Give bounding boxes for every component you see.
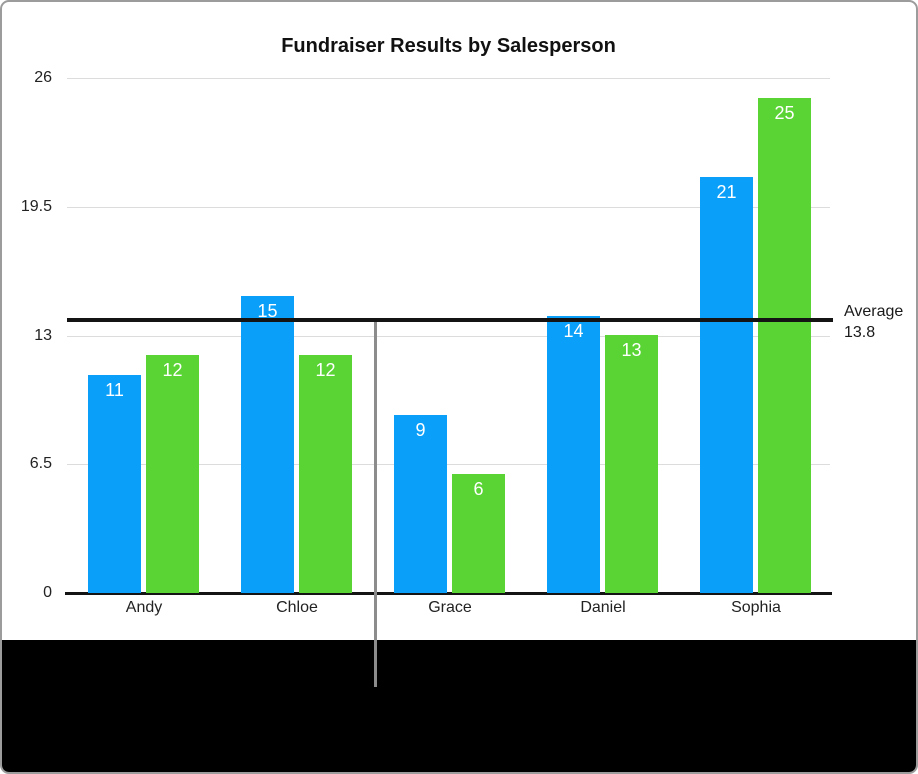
bar-value-label: 12 [315,360,336,380]
y-axis-tick-label: 0 [43,584,52,601]
y-axis-tick-label: 26 [34,69,52,86]
bar-green-daniel: 13 [605,335,658,593]
x-axis-label: Sophia [731,599,781,616]
average-annotation-title: Average [844,303,904,320]
bar-value-label: 25 [774,103,795,123]
bar-value-label: 14 [563,321,584,341]
callout-line [374,322,377,687]
gridline [67,464,830,465]
x-axis-label: Chloe [276,599,318,616]
bar-value-label: 9 [415,420,426,440]
bar-value-label: 11 [105,380,124,400]
x-axis-label: Grace [428,599,472,616]
x-axis-line [65,592,832,595]
bar-green-chloe: 12 [299,355,352,593]
average-line [67,318,833,322]
bar-green-andy: 12 [146,355,199,593]
bar-green-grace: 6 [452,474,505,593]
bar-green-sophia: 25 [758,98,811,593]
y-axis-tick-label: 13 [34,327,52,344]
x-axis-label: Daniel [580,599,626,616]
bar-value-label: 12 [162,360,183,380]
average-annotation: Average 13.8 [844,301,903,343]
gridline [67,78,830,79]
bar-value-label: 13 [621,340,642,360]
bar-blue-sophia: 21 [700,177,753,593]
bar-blue-grace: 9 [394,415,447,593]
y-axis-tick-label: 6.5 [29,455,52,472]
bar-value-label: 21 [716,182,737,202]
average-annotation-value: 13.8 [844,324,876,341]
bar-blue-daniel: 14 [547,316,600,593]
bar-blue-andy: 11 [88,375,141,593]
bottom-panel [2,640,916,772]
bar-blue-chloe: 15 [241,296,294,593]
bar-value-label: 6 [473,479,484,499]
gridline [67,336,830,337]
y-axis-tick-label: 19.5 [20,198,52,215]
chart-title: Fundraiser Results by Salesperson [281,35,616,57]
x-axis-label: Andy [125,599,163,616]
bar-value-label: 15 [257,301,278,321]
gridline [67,207,830,208]
